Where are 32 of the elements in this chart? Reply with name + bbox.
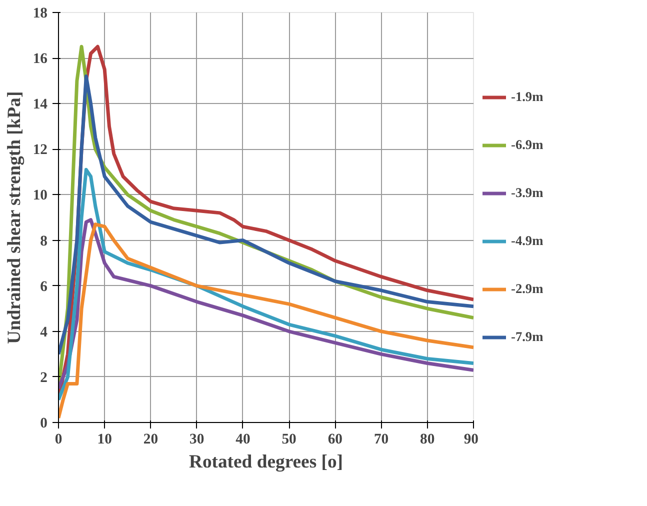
x-tick-label: 40 <box>236 432 250 448</box>
legend-label: -3.9m <box>511 185 544 201</box>
x-tick-label: 30 <box>190 432 204 448</box>
y-tick-label: 16 <box>32 51 48 68</box>
legend-label: -6.9m <box>511 137 544 153</box>
x-tick-label: 50 <box>282 432 296 448</box>
y-tick-label: 8 <box>40 233 48 250</box>
y-tick-label: 6 <box>40 278 48 295</box>
legend-label: -4.9m <box>511 233 544 249</box>
y-tick-label: 18 <box>32 6 48 22</box>
x-tick-label: 20 <box>143 432 158 448</box>
y-tick-label: 10 <box>32 188 48 204</box>
legend-label: -1.9m <box>511 89 544 105</box>
x-tick-label: 70 <box>374 432 389 448</box>
y-tick-label: 2 <box>40 370 48 386</box>
line-series <box>58 218 474 390</box>
x-axis-title: Rotated degrees [o] <box>188 452 344 472</box>
line-series <box>58 74 474 356</box>
y-tick-label: 14 <box>32 96 48 113</box>
line-series <box>58 222 474 420</box>
y-tick-label: 12 <box>32 142 48 158</box>
y-tick-label: 4 <box>40 324 48 340</box>
x-tick-label: 80 <box>420 432 435 448</box>
line-series <box>58 168 474 402</box>
y-axis-title: Undrained shear strength [kPa] <box>4 91 25 344</box>
x-tick-label: 60 <box>328 432 342 448</box>
legend-label: -2.9m <box>511 281 544 297</box>
x-tick-label: 90 <box>464 432 478 448</box>
y-tick-label: 0 <box>40 416 48 432</box>
x-tick-label: 10 <box>97 432 112 448</box>
x-tick-label: 0 <box>54 432 62 448</box>
legend-label: -7.9m <box>511 329 544 345</box>
